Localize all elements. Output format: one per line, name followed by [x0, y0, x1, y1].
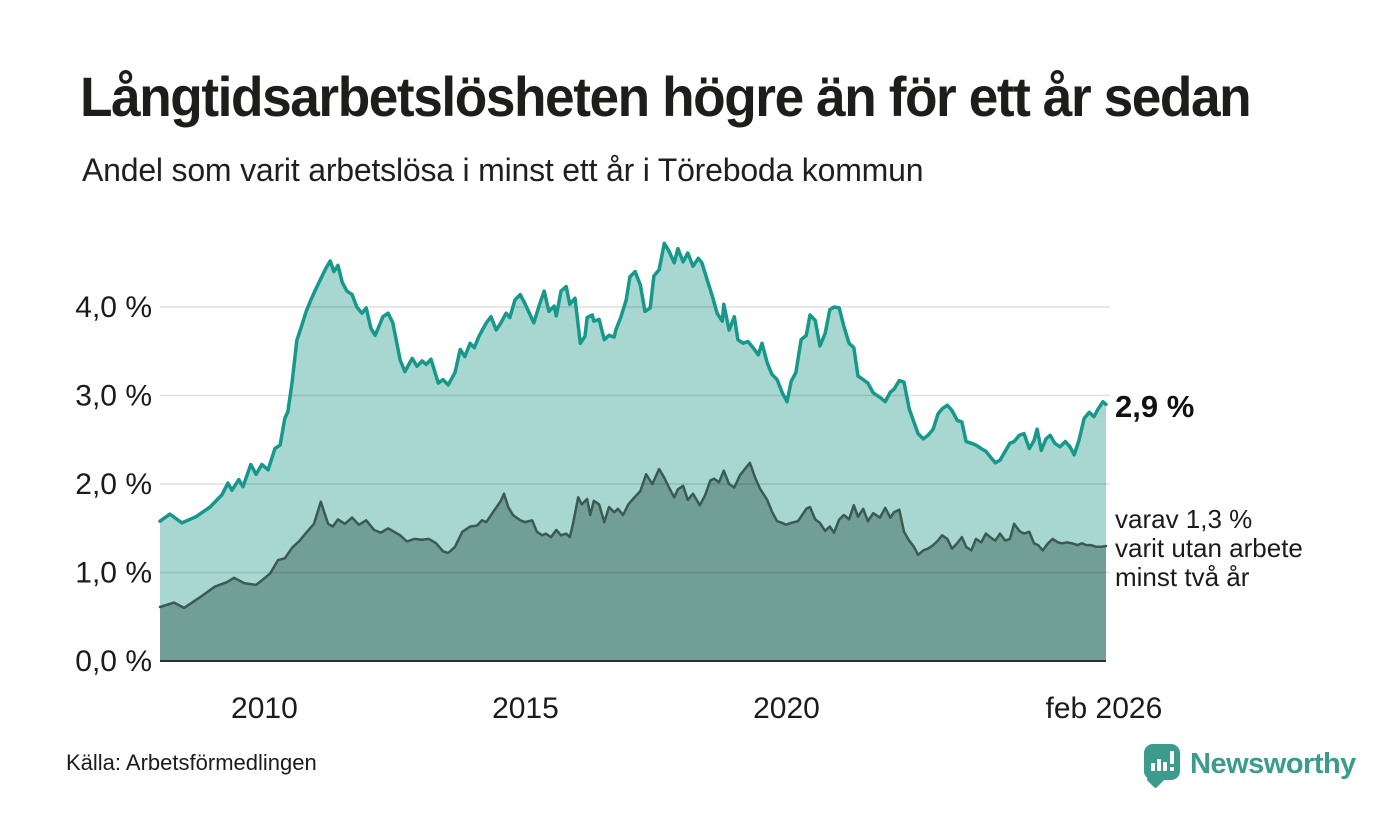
page-title-text: Långtidsarbetslösheten högre än för ett … [80, 65, 1252, 128]
area-two-years [160, 462, 1106, 661]
two-years-note: varav 1,3 % varit utan arbete minst två … [1115, 504, 1303, 592]
gridlines [160, 306, 1110, 574]
x-tick-label: 2020 [753, 692, 820, 725]
x-tick-label: feb 2026 [1046, 692, 1163, 725]
y-tick-label: 0,0 % [75, 645, 152, 678]
chart-areas [160, 243, 1106, 662]
badge-exclamation-dot-icon [1170, 767, 1174, 771]
line-total [158, 241, 1108, 525]
x-tick-label: 2015 [492, 692, 559, 725]
x-axis-labels: 2010 2015 2020 feb 2026 [231, 692, 1162, 725]
newsworthy-badge-icon [1144, 744, 1180, 789]
badge-bar-icon [1163, 762, 1167, 771]
y-tick-label: 1,0 % [75, 557, 152, 590]
brand-wordmark: Newsworthy [1190, 748, 1356, 780]
page-subtitle: Andel som varit arbetslösa i minst ett å… [82, 152, 924, 188]
end-value-label: 2,9 % [1115, 389, 1195, 424]
page-title: Långtidsarbetslösheten högre än för ett … [80, 64, 1312, 129]
line-two-years [158, 461, 1108, 610]
badge-bar-icon [1151, 763, 1155, 771]
y-tick-label: 3,0 % [75, 380, 152, 413]
chart-lines [158, 241, 1108, 610]
source-note: Källa: Arbetsförmedlingen [66, 750, 317, 775]
y-tick-label: 2,0 % [75, 468, 152, 501]
x-tick-label: 2010 [231, 692, 298, 725]
y-tick-label: 4,0 % [75, 291, 152, 324]
badge-bar-icon [1157, 759, 1161, 771]
y-axis-labels: 0,0 % 1,0 % 2,0 % 3,0 % 4,0 % [75, 291, 152, 678]
badge-exclamation-icon [1170, 751, 1174, 764]
